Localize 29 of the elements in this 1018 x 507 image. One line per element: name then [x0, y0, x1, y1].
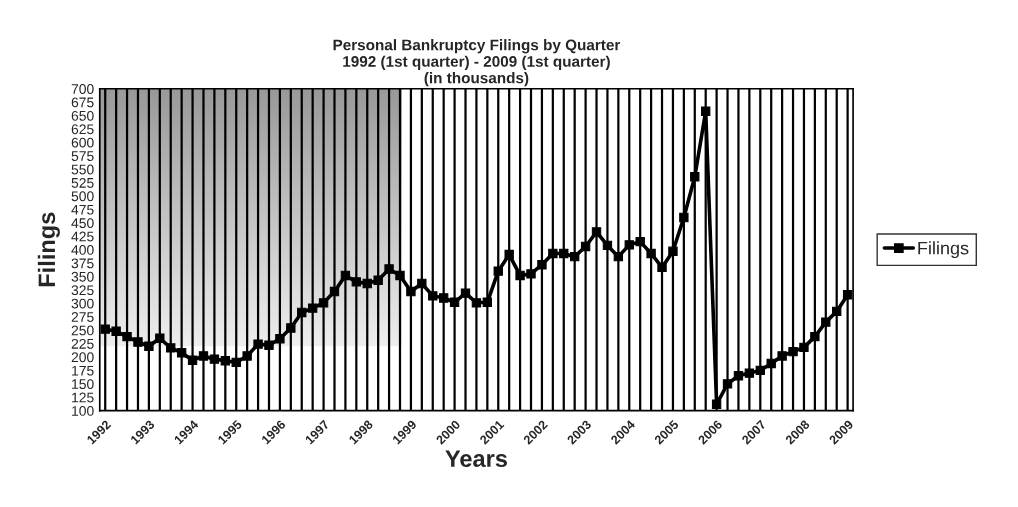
chart-title: Personal Bankruptcy Filings by Quarter 1992 (1st quarter) - 2009 (1st quarter) (in thousands)	[333, 39, 621, 87]
y-tick-label: 150	[72, 379, 94, 390]
y-tick-label: 575	[71, 151, 94, 161]
y-tick-label: 100	[72, 406, 94, 416]
y-tick-label: 250	[71, 325, 94, 336]
y-tick-label: 700	[71, 84, 94, 94]
y-tick-label: 275	[71, 312, 94, 322]
x-axis-title: Years	[445, 450, 507, 468]
y-tick-label: 650	[71, 110, 94, 121]
y-tick-label: 500	[71, 191, 94, 202]
y-tick-label: 300	[71, 298, 94, 309]
y-tick-label: 450	[71, 218, 94, 229]
legend-label: Filings	[918, 241, 969, 259]
y-tick-label: 600	[71, 137, 94, 148]
y-tick-label: 525	[71, 177, 94, 188]
y-tick-label: 375	[71, 258, 94, 269]
y-tick-label: 425	[71, 231, 94, 242]
y-tick-label: 200	[71, 352, 94, 363]
y-tick-label: 225	[71, 338, 94, 349]
y-tick-label: 625	[71, 124, 94, 135]
y-tick-label: 350	[71, 271, 94, 282]
y-tick-label: 125	[72, 392, 94, 403]
y-tick-label: 550	[71, 164, 94, 175]
y-tick-label: 675	[71, 97, 94, 108]
y-tick-label: 325	[71, 285, 94, 296]
y-tick-label: 475	[71, 204, 94, 215]
y-tick-label: 400	[71, 245, 94, 255]
y-axis-title: Filings	[37, 212, 60, 287]
y-tick-label: 175	[72, 365, 94, 376]
